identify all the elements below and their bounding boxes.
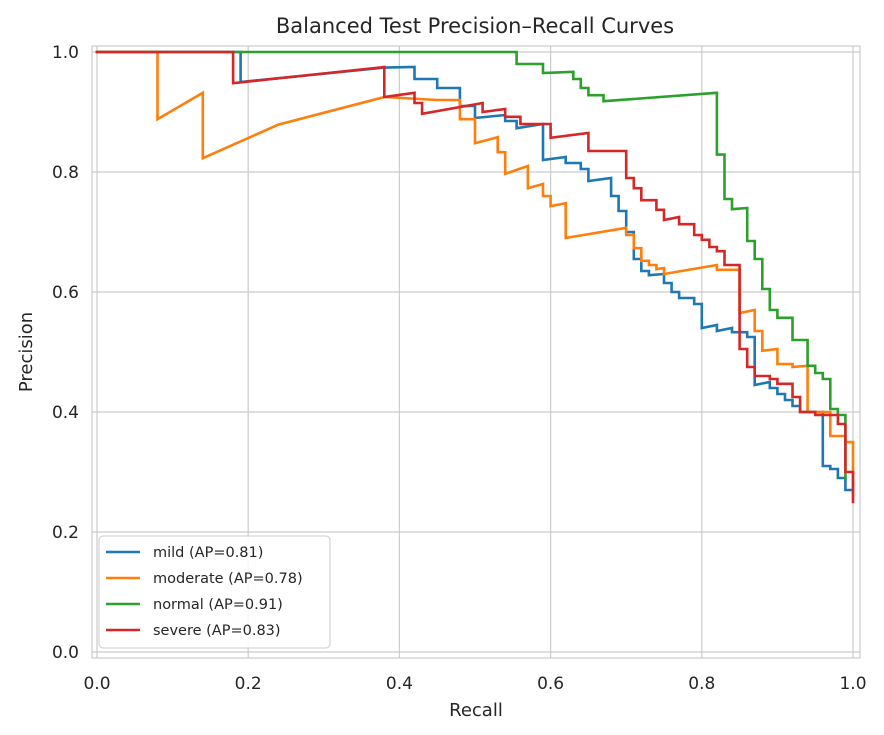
- y-tick-label: 1.0: [52, 43, 79, 63]
- legend-box: [98, 535, 331, 649]
- plot-frame: [91, 45, 861, 659]
- legend-label-1: moderate (AP=0.78): [153, 571, 303, 587]
- y-tick-label: 0.6: [52, 283, 79, 303]
- series-layer: [95, 50, 855, 504]
- x-axis-ticks: 0.0 0.2 0.4 0.6 0.8 1.0: [83, 674, 866, 694]
- y-tick-label: 0.8: [52, 163, 79, 183]
- legend-label-3: severe (AP=0.83): [153, 623, 281, 639]
- y-axis-ticks: 0.0 0.2 0.4 0.6 0.8 1.0: [52, 43, 79, 663]
- x-tick-label: 0.2: [235, 674, 262, 694]
- x-tick-label: 0.8: [688, 674, 715, 694]
- series-line-3: [95, 50, 855, 504]
- y-axis-label: Precision: [16, 312, 37, 392]
- y-tick-label: 0.2: [52, 523, 79, 543]
- legend-label-0: mild (AP=0.81): [153, 545, 263, 561]
- legend-label-2: normal (AP=0.91): [153, 597, 283, 613]
- y-tick-label: 0.4: [52, 403, 79, 423]
- series-line-1: [95, 50, 855, 498]
- chart-title: Balanced Test Precision–Recall Curves: [276, 14, 674, 38]
- series-line-2: [95, 50, 847, 480]
- x-tick-label: 1.0: [839, 674, 866, 694]
- x-tick-label: 0.4: [386, 674, 413, 694]
- x-tick-label: 0.6: [537, 674, 564, 694]
- x-axis-label: Recall: [449, 700, 503, 721]
- x-tick-label: 0.0: [83, 674, 110, 694]
- legend: mild (AP=0.81) moderate (AP=0.78) normal (…: [98, 535, 331, 649]
- y-tick-label: 0.0: [52, 643, 79, 663]
